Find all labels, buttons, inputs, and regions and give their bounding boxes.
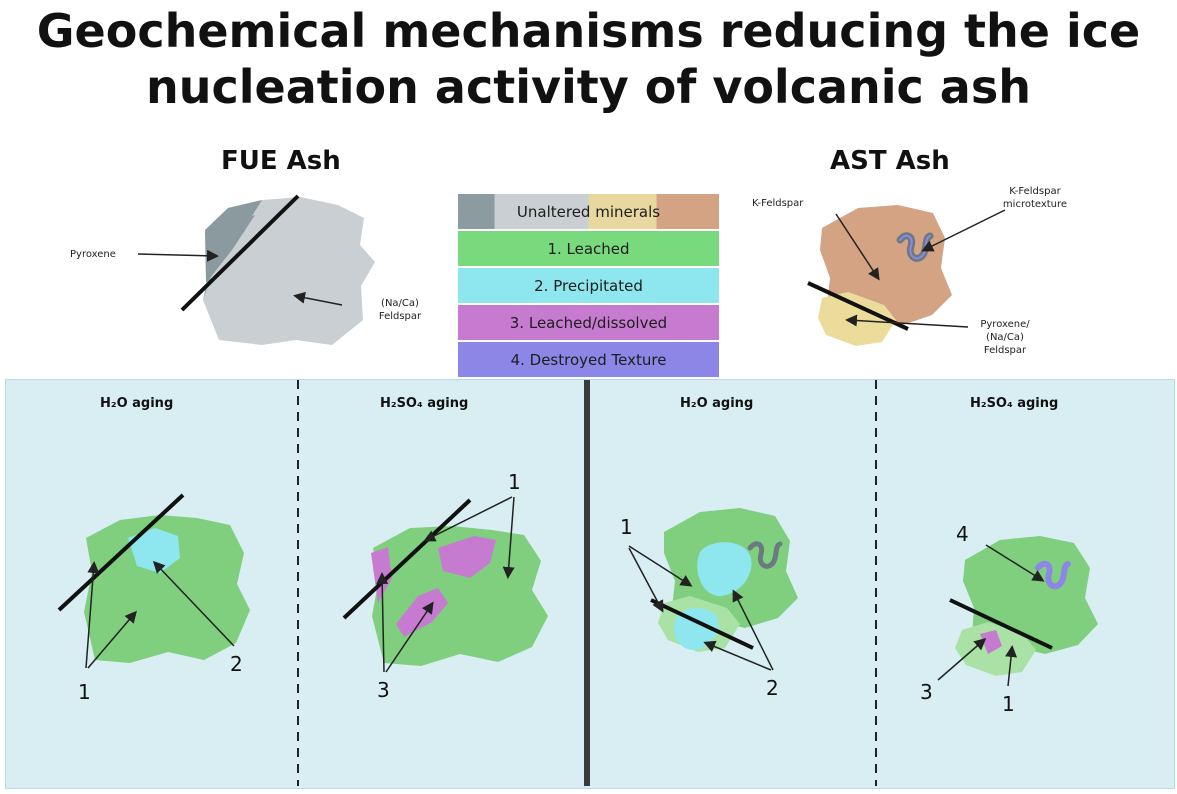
- panel-4-label-1: 1: [1002, 692, 1015, 716]
- panel-2-title: H₂SO₄ aging: [380, 396, 469, 411]
- ast-kfeldspar-microtexture-label-line-2: microtexture: [1002, 199, 1068, 210]
- legend-item-label: 4. Destroyed Texture: [510, 350, 667, 369]
- legend-item-label: 1. Leached: [547, 239, 630, 258]
- panel-4-title: H₂SO₄ aging: [970, 396, 1059, 411]
- panel-3-grain: [628, 508, 798, 671]
- ast-ash-label: AST Ash: [830, 146, 950, 176]
- legend-item-dissolved: 3. Leached/dissolved: [458, 305, 719, 340]
- legend-item-unaltered: Unaltered minerals: [458, 194, 719, 229]
- legend-item-destroyed-texture: 4. Destroyed Texture: [458, 342, 719, 377]
- ast-kfeldspar-microtexture-label: K-Feldspar microtexture: [990, 185, 1080, 211]
- diagram-title-line-2: nucleation activity of volcanic ash: [146, 60, 1031, 114]
- panel-4-label-3: 3: [920, 680, 933, 704]
- panel-3-title: H₂O aging: [680, 396, 754, 411]
- legend: Unaltered minerals 1. Leached 2. Precipi…: [458, 194, 719, 379]
- fue-feldspar-label-line-1: (Na/Ca): [381, 298, 419, 309]
- panel-1-label-1: 1: [78, 680, 91, 704]
- fue-ash-grain: [137, 194, 375, 345]
- fue-feldspar-label-line-2: Feldspar: [378, 311, 422, 322]
- ast-pyroxene-label-line-2: (Na/Ca): [986, 332, 1024, 343]
- panel-4-label-4: 4: [956, 522, 969, 546]
- panel-1-title: H₂O aging: [100, 396, 174, 411]
- panel-1-label-2: 2: [230, 652, 243, 676]
- legend-item-label: Unaltered minerals: [516, 202, 661, 221]
- panel-2-grain: [342, 496, 548, 673]
- panel-2-label-1: 1: [508, 470, 521, 494]
- panel-2-label-3: 3: [377, 678, 390, 702]
- legend-item-label: 2. Precipitated: [534, 276, 643, 295]
- fue-pyroxene-label: Pyroxene: [70, 249, 116, 260]
- fue-feldspar-label: (Na/Ca) Feldspar: [365, 297, 435, 323]
- panel-1-grain: [57, 493, 250, 669]
- diagram-title-line-1: Geochemical mechanisms reducing the ice: [36, 4, 1141, 58]
- panel-3-label-2: 2: [766, 676, 779, 700]
- legend-item-precipitated: 2. Precipitated: [458, 268, 719, 303]
- ast-kfeldspar-microtexture-label-line-1: K-Feldspar: [1009, 186, 1061, 197]
- ast-pyroxene-label-line-1: Pyroxene/: [980, 319, 1030, 330]
- ast-kfeldspar-label: K-Feldspar: [752, 198, 804, 209]
- ast-pyroxene-label-line-3: Feldspar: [983, 345, 1027, 356]
- panel-3-label-1: 1: [620, 515, 633, 539]
- panel-4-grain: [937, 536, 1098, 687]
- ast-pyroxene-feldspar-label: Pyroxene/ (Na/Ca) Feldspar: [965, 318, 1045, 357]
- legend-item-leached: 1. Leached: [458, 231, 719, 266]
- ast-ash-grain: [807, 205, 1006, 346]
- legend-item-label: 3. Leached/dissolved: [509, 313, 668, 332]
- fue-ash-label: FUE Ash: [221, 146, 341, 176]
